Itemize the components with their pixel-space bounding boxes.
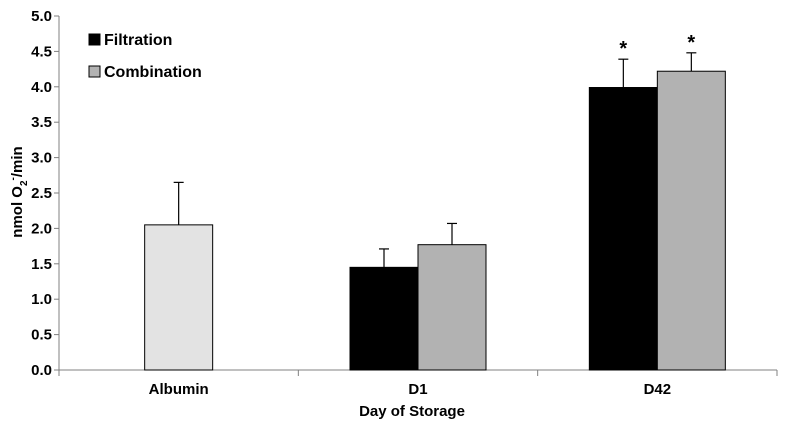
bar bbox=[417, 244, 487, 371]
x-tick-label: D1 bbox=[408, 381, 427, 398]
y-tick-label: 1.5 bbox=[31, 256, 52, 273]
y-tick-label: 4.0 bbox=[31, 79, 52, 96]
legend-swatch-combination bbox=[88, 65, 101, 78]
significance-markers: * * bbox=[619, 32, 695, 60]
error-bars bbox=[173, 52, 697, 268]
y-tick-label: 2.0 bbox=[31, 220, 52, 237]
legend-swatch-filtration bbox=[88, 33, 101, 46]
significance-marker: * bbox=[687, 32, 695, 54]
x-axis-title: Day of Storage bbox=[359, 403, 465, 420]
y-tick-label: 3.5 bbox=[31, 114, 52, 131]
y-tick-label: 4.5 bbox=[31, 43, 52, 60]
x-tick-label: D42 bbox=[644, 381, 672, 398]
y-tick-label: 0.5 bbox=[31, 327, 52, 344]
x-tick-label: Albumin bbox=[149, 381, 209, 398]
legend-label-combination: Combination bbox=[104, 64, 202, 81]
y-tick-label: 3.0 bbox=[31, 150, 52, 167]
bar bbox=[349, 266, 419, 371]
legend: Filtration Combination bbox=[88, 32, 202, 81]
y-tick-label: 2.5 bbox=[31, 185, 52, 202]
bar bbox=[144, 224, 214, 371]
y-axis-title: nmol O2-/min bbox=[8, 146, 30, 237]
y-tick-label: 1.0 bbox=[31, 291, 52, 308]
significance-marker: * bbox=[619, 38, 627, 60]
bar bbox=[588, 87, 658, 371]
bar bbox=[656, 70, 726, 371]
bars bbox=[144, 70, 726, 371]
y-tick-label: 0.0 bbox=[31, 362, 52, 379]
tick-labels: 0.0 0.5 1.0 1.5 2.0 2.5 3.0 3.5 4.0 4.5 5.0 Albumin… bbox=[31, 8, 671, 398]
y-tick-label: 5.0 bbox=[31, 8, 52, 25]
legend-label-filtration: Filtration bbox=[104, 32, 172, 49]
